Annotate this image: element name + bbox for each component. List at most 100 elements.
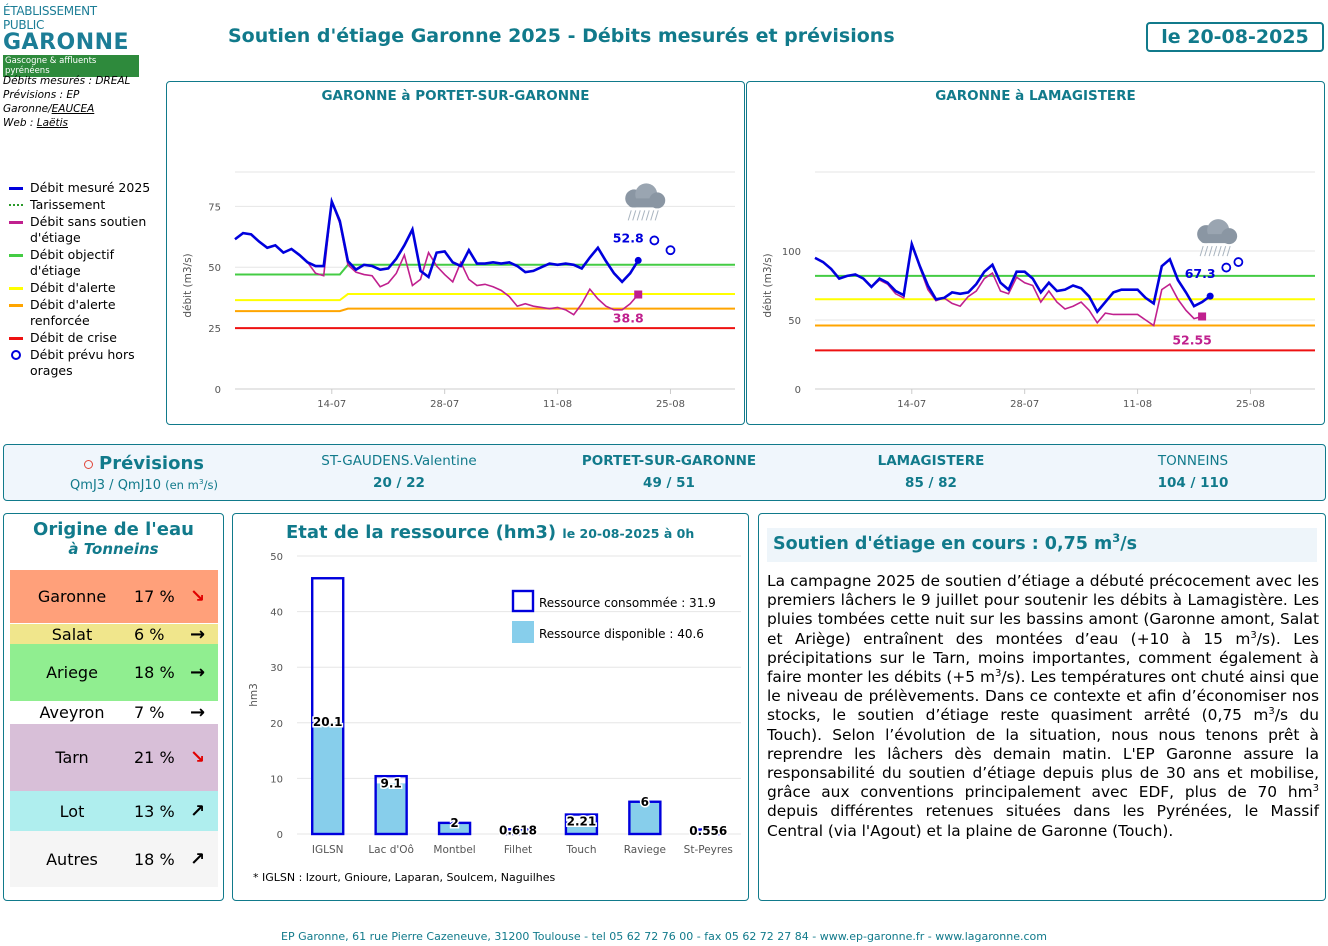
- legend-label: Débit prévu hors orages: [30, 347, 135, 378]
- natural-value-label: 38.8: [613, 311, 644, 326]
- natural-value-label: 52.55: [1172, 332, 1212, 347]
- ressource-subtitle: le 20-08-2025 à 0h: [562, 526, 695, 541]
- rain-drop: [636, 210, 641, 221]
- forecast-point: [1221, 262, 1232, 273]
- footer: EP Garonne, 61 rue Pierre Cazeneuve, 312…: [281, 930, 1047, 943]
- ressource-panel: Etat de la ressource (hm3) le 20-08-2025…: [232, 513, 749, 901]
- legend-available-swatch: [512, 621, 534, 643]
- trend-arrow-icon: ↗: [190, 848, 206, 870]
- y-tick-label: 0: [795, 385, 801, 396]
- previsions-title: Prévisions: [99, 453, 204, 474]
- trend-arrow-icon: ↘: [190, 747, 206, 768]
- previsions-unit-label: QmJ3 / QmJ10: [70, 478, 161, 493]
- legend-swatch: [8, 280, 24, 296]
- page-title: Soutien d'étiage Garonne 2025 - Débits m…: [228, 25, 895, 47]
- legend-swatch: [8, 330, 24, 346]
- prev-station-value: 85 / 82: [905, 475, 957, 491]
- origine-percent: 17 %: [134, 587, 175, 606]
- sup-3: 3: [1250, 629, 1257, 641]
- y-tick-label: 25: [208, 324, 221, 335]
- category-label: St-Peyres: [684, 844, 733, 856]
- prev-col-portet: PORTET-SUR-GARONNE 49 / 51: [524, 453, 814, 491]
- legend-label: Débit mesuré 2025: [30, 180, 151, 195]
- origine-subtitle: à Tonneins: [68, 540, 159, 558]
- legend-item: Tarissement: [8, 197, 168, 213]
- prev-col-stgaudens: ST-GAUDENS.Valentine 20 / 22: [254, 453, 544, 491]
- origine-percent: 7 %: [134, 702, 165, 722]
- legend-swatch: [8, 297, 24, 313]
- y-tick-label: 20: [270, 719, 283, 730]
- measured-value-label: 67.3: [1185, 266, 1216, 281]
- forecast-point: [1233, 257, 1244, 267]
- prev-col-tonneins: TONNEINS 104 / 110: [1048, 453, 1328, 491]
- rain-cloud-icon: [1197, 219, 1238, 257]
- soutien-panel: Soutien d'étiage en cours : 0,75 m3/s La…: [758, 513, 1326, 901]
- bar-value-label: 0.618: [499, 824, 537, 838]
- origine-row: Tarn 21 % ↘: [10, 724, 218, 791]
- origine-row: Autres 18 % ↗: [10, 831, 218, 887]
- lamagistere-chart-title: GARONNE à LAMAGISTERE: [935, 88, 1136, 104]
- rain-drop: [1199, 245, 1204, 257]
- trend-arrow-icon: ↘: [190, 586, 206, 607]
- origine-percent: 13 %: [134, 801, 175, 821]
- origine-panel: Origine de l'eau à Tonneins Garonne 17 % ↘…: [3, 513, 224, 901]
- portet-chart-title: GARONNE à PORTET-SUR-GARONNE: [321, 88, 590, 104]
- eaucea-link[interactable]: EAUCEA: [51, 103, 95, 115]
- logo: ÉTABLISSEMENT PUBLIC GARONNE Gascogne & …: [3, 4, 139, 77]
- logo-line2: GARONNE: [3, 30, 130, 55]
- natural-last-point: [634, 290, 643, 299]
- cloud-base: [628, 198, 663, 208]
- y-tick-label: 50: [208, 263, 221, 274]
- objective-line: [235, 263, 735, 276]
- source-web: Web :: [3, 117, 37, 129]
- category-label: Touch: [565, 844, 596, 856]
- y-tick-label: 75: [208, 202, 221, 213]
- prev-col-lamagistere: LAMAGISTERE 85 / 82: [786, 453, 1076, 491]
- legend-item: Débit d'alerte renforcée: [8, 297, 168, 329]
- date-badge: le 20-08-2025: [1146, 22, 1324, 52]
- origine-row: Salat 6 % →: [10, 624, 218, 645]
- y-tick-label: 30: [270, 663, 283, 674]
- logo-line1: ÉTABLISSEMENT PUBLIC: [3, 4, 97, 32]
- rain-drop: [1222, 245, 1227, 257]
- rain-drop: [632, 210, 637, 221]
- capacity-bar: [437, 821, 472, 836]
- logo-line3: Gascogne & affluents pyrénéens: [3, 55, 139, 77]
- bar-value-label: 0.556: [689, 824, 727, 838]
- soutien-text-4: /s du Touch). Selon l’évolution de la si…: [767, 706, 1319, 802]
- laetis-link[interactable]: Laëtis: [36, 117, 68, 129]
- origine-name: Garonne: [37, 587, 107, 606]
- legend-swatch: [8, 180, 24, 196]
- lamagistere-chart-panel: GARONNE à LAMAGISTERE 0 50 100 14-07 28-07 11…: [746, 81, 1325, 425]
- sup-3: 3: [1312, 783, 1319, 795]
- origine-percent: 18 %: [134, 663, 175, 682]
- ressource-chart: 0 10 20 30 40 50 hm3 20.1 IGLSN 9.1 Lac d'Oô 2 Montb…: [248, 552, 741, 856]
- y-tick-label: 50: [788, 316, 801, 327]
- legend-item: Débit d'alerte: [8, 280, 168, 296]
- origine-title: Origine de l'eau: [33, 519, 194, 540]
- origine-row: Lot 13 % ↗: [10, 791, 218, 831]
- previsions-unit-b: /s): [203, 478, 218, 492]
- prev-station-name: ST-GAUDENS.Valentine: [321, 453, 477, 469]
- prev-station-name: TONNEINS: [1157, 453, 1229, 469]
- y-tick-label: 40: [270, 608, 283, 619]
- alert-reinforced-line: [235, 307, 735, 313]
- category-label: IGLSN: [312, 844, 344, 856]
- capacity-bar: [628, 800, 662, 836]
- previsions-unit-sup: 3: [198, 477, 204, 487]
- origine-name: Tarn: [55, 748, 89, 767]
- legend-label: Débit sans soutien d'étiage: [30, 214, 147, 245]
- soutien-text-2: /s). Les précipitations sur le Tarn, moi…: [767, 629, 1319, 687]
- sources: Débits mesurés : DREAL Prévisions : EP G…: [3, 74, 163, 130]
- prev-station-name: LAMAGISTERE: [877, 453, 985, 469]
- previsions-header: Prévisions QmJ3 / QmJ10 (en m3/s): [4, 453, 284, 493]
- y-axis-label: hm3: [248, 683, 260, 707]
- rain-drop: [1213, 245, 1218, 257]
- natural-last-point: [1198, 312, 1207, 321]
- origine-name: Autres: [46, 849, 98, 869]
- y-tick-label: 0: [277, 830, 283, 841]
- legend-available-label: Ressource disponible : 40.6: [539, 627, 704, 641]
- legend-consumed-label: Ressource consommée : 31.9: [539, 596, 716, 610]
- measured-last-point: [634, 256, 642, 264]
- trend-arrow-icon: ↗: [190, 800, 206, 822]
